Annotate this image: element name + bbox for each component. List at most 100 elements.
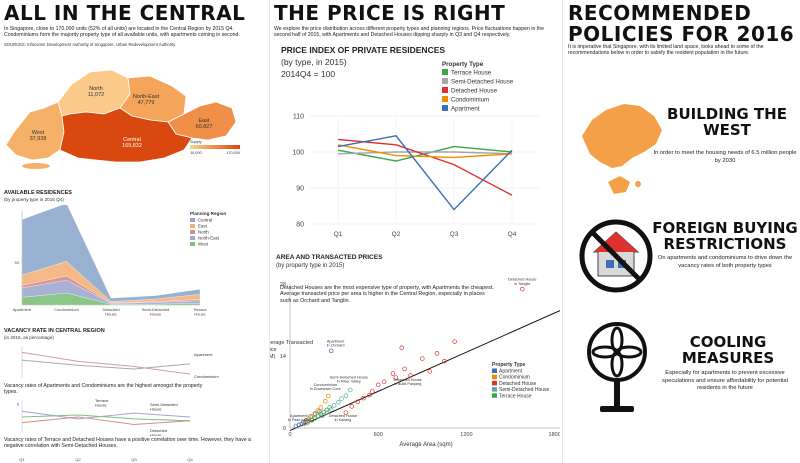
scatter-annotation: Detached House [393, 378, 421, 382]
scatter-annotation: in Orchard [327, 343, 345, 347]
scatter-point-condominium [315, 408, 321, 413]
scatter-annotation: Apartment [327, 339, 345, 343]
y-tick-label: 28 [280, 282, 286, 288]
scatter-annotation: in Bukit Panjang [394, 382, 421, 386]
x-tick-label: Detached [102, 307, 119, 312]
legend-swatch [190, 218, 195, 222]
scatter-annotation: in Tanglin [514, 282, 530, 286]
vacancy-line-semi-detached-house [21, 414, 191, 422]
price-line-detached-house [337, 138, 513, 196]
legend-label: Detached House [499, 381, 536, 387]
legend-label: Terrace House [451, 70, 492, 77]
scatter-point-semi-detached-house [331, 403, 337, 408]
legend-swatch [190, 224, 195, 228]
y-tick-label: 50 [15, 260, 20, 265]
y-tick-label: 90 [296, 186, 304, 193]
legend-label: East [198, 224, 208, 229]
area-series-central [21, 205, 201, 302]
supply-legend-bar [190, 145, 240, 149]
legend-swatch [190, 236, 195, 240]
scatter-point-semi-detached-house [324, 410, 330, 415]
scatter-point-terrace-house [309, 418, 315, 423]
scatter-annotation: in Pasir Laba [288, 418, 311, 422]
y-tick-label: 0 [283, 426, 286, 432]
supply-legend-min: 10,000 [190, 151, 202, 155]
price-index-chart: 80 90 100 110 Q1 Q2 Q3 Q4 Property Type Terrace H… [292, 61, 540, 238]
scatter-point-apartment [296, 422, 302, 428]
map-region-central [59, 107, 193, 163]
map-value-central: 169,832 [122, 143, 142, 149]
vacancy-line-condominium [21, 351, 191, 375]
scatter-point-condominium [323, 399, 328, 404]
vacancy-label: Terrace [95, 398, 109, 403]
x-tick-label: Q4 [508, 231, 517, 238]
y-axis-label: Price [270, 347, 277, 353]
scatter-point-detached-house [367, 392, 372, 398]
scatter-point-detached-house [427, 369, 432, 374]
legend-label: Condominium [451, 97, 489, 104]
scatter-point-condominium [302, 420, 307, 426]
legend-label: Central [198, 218, 212, 223]
legend-swatch [442, 96, 448, 102]
supply-legend-max: 170,000 [226, 151, 240, 155]
scatter-point-apartment [328, 348, 334, 354]
map-label-north: North [89, 86, 102, 92]
scatter-point-detached-house [361, 395, 366, 401]
scatter-point-detached-house [442, 358, 447, 364]
area-note: Detached Houses are the most expensive t… [280, 285, 494, 304]
x-tick-label: Q3 [131, 457, 137, 462]
x-tick-label: 1800 [549, 432, 560, 438]
legend-title: Property Type [492, 362, 525, 368]
map-label-north-east: North-East [133, 94, 160, 100]
scatter-annotation: Semi-Detached House [330, 375, 368, 379]
x-tick-label: Semi-Detached [142, 307, 170, 312]
price-line-terrace-house [337, 145, 513, 162]
x-axis-label: Average Area (sqm) [399, 442, 452, 448]
scatter-point-detached-house [393, 375, 399, 380]
legend-label: Apartment [499, 369, 523, 375]
vacancy-label: Semi-Detached [150, 402, 178, 407]
legend-label: Detached House [451, 88, 498, 95]
vacancy-label: House [150, 433, 162, 437]
x-tick-label: Q2 [392, 231, 401, 238]
map-label-east: East [198, 118, 209, 124]
x-tick-label: House [150, 312, 162, 317]
x-tick-label: 0 [288, 432, 291, 438]
area-price-chart: 0 14 28 0 600 1200 1800 Average Area (sqm) Avera… [270, 278, 560, 448]
vacancy-line-detached-house [21, 416, 191, 425]
policy-2-body: On apartments and condominiums to drive … [657, 255, 793, 269]
y-tick-label: 5 [17, 401, 20, 406]
scatter-annotation: Detached House [329, 414, 357, 418]
vacancy-top-chart: Apartment Condominium [21, 346, 219, 379]
vacancy-line-terrace-house [21, 410, 191, 420]
scatter-point-detached-house [370, 389, 375, 394]
policy-1-body: In order to meet the housing needs of 6.… [653, 150, 797, 164]
vacancy-label: Apartment [194, 352, 213, 357]
policy-2-title: FOREIGN BUYING RESTRICTIONS [652, 219, 798, 253]
x-tick-label: Q3 [450, 231, 459, 238]
scatter-point-detached-house [381, 379, 387, 384]
scatter-point-apartment [293, 423, 299, 429]
trend-line [289, 310, 560, 432]
right-intro: It is imperative that Singapore, with it… [568, 44, 764, 57]
x-tick-label: Q2 [75, 457, 81, 462]
scatter-point-detached-house [355, 399, 360, 405]
scatter-point-detached-house [349, 404, 355, 409]
scatter-point-detached-house [343, 410, 349, 415]
vacancy-line-apartment [21, 359, 191, 370]
legend-title: Planning Region [190, 211, 226, 216]
legend-swatch [492, 393, 497, 398]
available-subtitle: (by property type in 2015 Q4) [4, 197, 64, 202]
legend-swatch [492, 387, 497, 392]
y-axis-label: Average Transacted [270, 340, 313, 346]
right-title: RECOMMENDED POLICIES FOR 2016 [568, 1, 795, 46]
price-title: PRICE INDEX OF PRIVATE RESIDENCES [281, 45, 446, 55]
scatter-point-terrace-house [321, 409, 327, 415]
available-title: AVAILABLE RESIDENCES [4, 190, 72, 196]
scatter-point-detached-house [375, 382, 381, 388]
scatter-point-semi-detached-house [339, 396, 344, 401]
map-label-central: Central [123, 137, 141, 143]
middle-intro: We explore the price distribution across… [274, 26, 545, 39]
legend-title: Property Type [442, 61, 484, 68]
